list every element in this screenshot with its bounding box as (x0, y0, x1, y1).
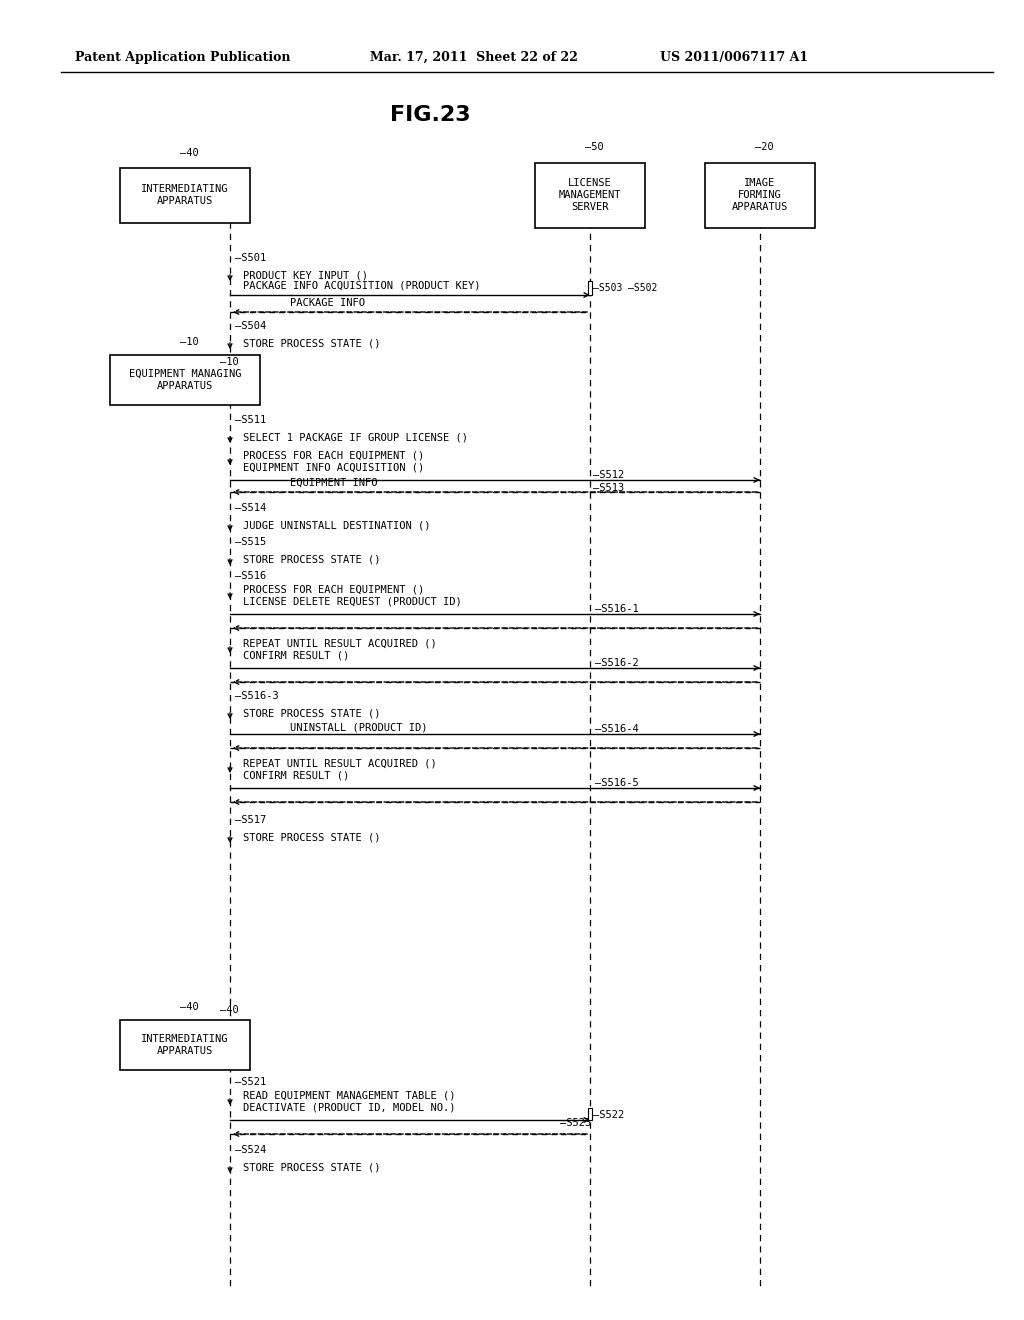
Text: REPEAT UNTIL RESULT ACQUIRED (): REPEAT UNTIL RESULT ACQUIRED () (243, 639, 437, 649)
Text: STORE PROCESS STATE (): STORE PROCESS STATE () (243, 554, 381, 565)
Text: —S512: —S512 (593, 470, 625, 480)
Text: —10: —10 (220, 356, 239, 367)
Text: STORE PROCESS STATE (): STORE PROCESS STATE () (243, 833, 381, 843)
Bar (120, 168, 250, 223)
Text: —40: —40 (180, 148, 199, 157)
Text: INTERMEDIATING
APPARATUS: INTERMEDIATING APPARATUS (141, 183, 228, 206)
Text: Mar. 17, 2011  Sheet 22 of 22: Mar. 17, 2011 Sheet 22 of 22 (370, 50, 578, 63)
Text: STORE PROCESS STATE (): STORE PROCESS STATE () (243, 709, 381, 719)
Text: —S516-3: —S516-3 (234, 690, 279, 701)
Text: —S516: —S516 (234, 572, 266, 581)
Text: —S513: —S513 (593, 483, 625, 492)
Text: —S522: —S522 (593, 1110, 625, 1119)
Text: LICENSE
MANAGEMENT
SERVER: LICENSE MANAGEMENT SERVER (559, 178, 622, 213)
Text: —S516-4: —S516-4 (595, 723, 639, 734)
Bar (110, 355, 260, 405)
Text: DEACTIVATE (PRODUCT ID, MODEL NO.): DEACTIVATE (PRODUCT ID, MODEL NO.) (243, 1104, 456, 1113)
Text: STORE PROCESS STATE (): STORE PROCESS STATE () (243, 339, 381, 348)
Text: —20: —20 (755, 143, 774, 153)
Text: STORE PROCESS STATE (): STORE PROCESS STATE () (243, 1163, 381, 1173)
Text: —S516-1: —S516-1 (595, 605, 639, 614)
Text: —S504: —S504 (234, 321, 266, 331)
Text: FIG.23: FIG.23 (390, 106, 470, 125)
Text: PACKAGE INFO ACQUISITION (PRODUCT KEY): PACKAGE INFO ACQUISITION (PRODUCT KEY) (243, 281, 480, 290)
Bar (535, 162, 645, 227)
Text: —S515: —S515 (234, 537, 266, 546)
Text: LICENSE DELETE REQUEST (PRODUCT ID): LICENSE DELETE REQUEST (PRODUCT ID) (243, 597, 462, 607)
Text: CONFIRM RESULT (): CONFIRM RESULT () (243, 771, 349, 781)
Text: —S511: —S511 (234, 414, 266, 425)
Text: EQUIPMENT MANAGING
APPARATUS: EQUIPMENT MANAGING APPARATUS (129, 368, 242, 391)
Text: —S514: —S514 (234, 503, 266, 513)
Text: READ EQUIPMENT MANAGEMENT TABLE (): READ EQUIPMENT MANAGEMENT TABLE () (243, 1092, 456, 1101)
Text: JUDGE UNINSTALL DESTINATION (): JUDGE UNINSTALL DESTINATION () (243, 521, 430, 531)
Text: IMAGE
FORMING
APPARATUS: IMAGE FORMING APPARATUS (732, 178, 788, 213)
Text: Patent Application Publication: Patent Application Publication (75, 50, 291, 63)
Text: SELECT 1 PACKAGE IF GROUP LICENSE (): SELECT 1 PACKAGE IF GROUP LICENSE () (243, 433, 468, 444)
Text: INTERMEDIATING
APPARATUS: INTERMEDIATING APPARATUS (141, 1034, 228, 1056)
Text: —S503: —S503 (593, 282, 623, 293)
Text: —40: —40 (220, 1005, 239, 1015)
Bar (120, 1020, 250, 1071)
Text: —S523: —S523 (560, 1118, 591, 1129)
Text: —S517: —S517 (234, 814, 266, 825)
Bar (705, 162, 815, 227)
Text: US 2011/0067117 A1: US 2011/0067117 A1 (660, 50, 808, 63)
Text: EQUIPMENT INFO ACQUISITION (): EQUIPMENT INFO ACQUISITION () (243, 463, 424, 473)
Bar (588, 281, 592, 294)
Text: CONFIRM RESULT (): CONFIRM RESULT () (243, 651, 349, 661)
Text: REPEAT UNTIL RESULT ACQUIRED (): REPEAT UNTIL RESULT ACQUIRED () (243, 759, 437, 770)
Bar (588, 1107, 592, 1119)
Text: UNINSTALL (PRODUCT ID): UNINSTALL (PRODUCT ID) (290, 722, 427, 733)
Text: PROCESS FOR EACH EQUIPMENT (): PROCESS FOR EACH EQUIPMENT () (243, 585, 424, 595)
Text: —S524: —S524 (234, 1144, 266, 1155)
Text: EQUIPMENT INFO: EQUIPMENT INFO (290, 478, 378, 488)
Text: —10: —10 (180, 337, 199, 347)
Text: PACKAGE INFO: PACKAGE INFO (290, 298, 365, 308)
Text: —S521: —S521 (234, 1077, 266, 1086)
Text: PRODUCT KEY INPUT (): PRODUCT KEY INPUT () (243, 271, 368, 281)
Text: —S501: —S501 (234, 253, 266, 263)
Text: PROCESS FOR EACH EQUIPMENT (): PROCESS FOR EACH EQUIPMENT () (243, 451, 424, 461)
Text: —S516-5: —S516-5 (595, 777, 639, 788)
Text: —50: —50 (585, 143, 604, 153)
Text: —S502: —S502 (628, 282, 657, 293)
Text: —40: —40 (180, 1002, 199, 1012)
Text: —S516-2: —S516-2 (595, 657, 639, 668)
